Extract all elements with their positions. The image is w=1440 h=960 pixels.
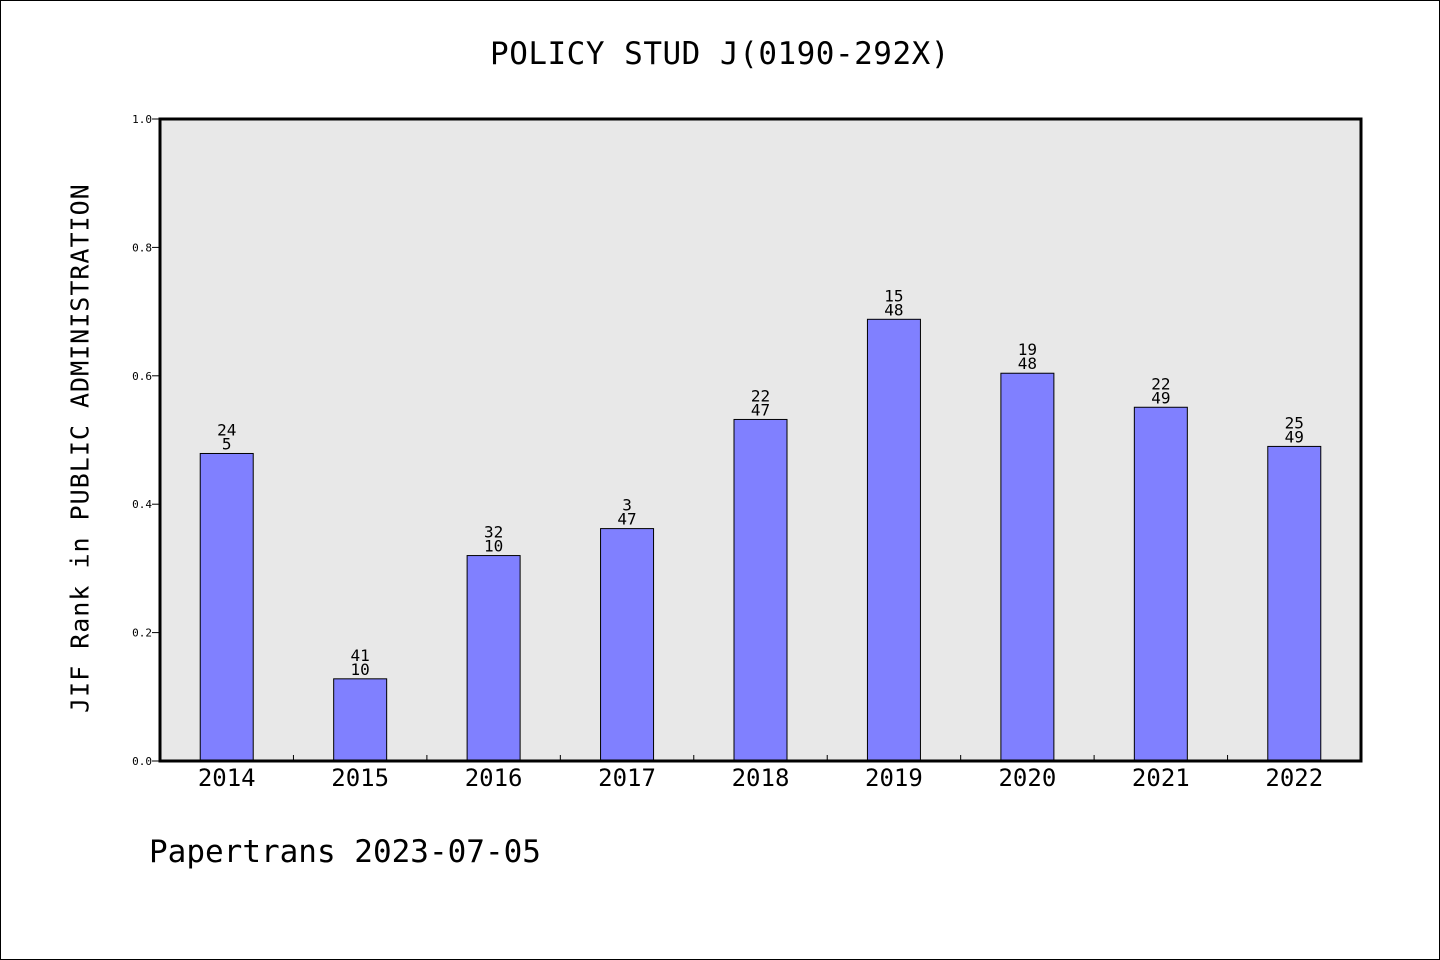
- y-tick-label: 0.8: [132, 241, 152, 254]
- bar-total-label: 49: [1151, 388, 1170, 407]
- x-tick-label: 2022: [1265, 764, 1323, 792]
- x-tick-label: 2015: [331, 764, 389, 792]
- x-tick-label: 2016: [465, 764, 523, 792]
- bar-rank-label: 32: [484, 523, 503, 542]
- bar-rank-label: 24: [217, 420, 236, 439]
- bar: [733, 418, 788, 762]
- bar: [1133, 406, 1188, 762]
- bar-total-label: 5: [222, 434, 232, 453]
- bar-rank-label: 15: [884, 286, 903, 305]
- bar: [199, 452, 254, 762]
- bar: [866, 318, 921, 762]
- bar-rank-label: 25: [1285, 413, 1304, 432]
- bar-total-label: 47: [751, 400, 770, 419]
- x-tick-label: 2017: [598, 764, 656, 792]
- bar-rank-label: 22: [1151, 374, 1170, 393]
- plot-border: [158, 117, 1363, 763]
- chart-title: POLICY STUD J(0190-292X): [490, 36, 950, 72]
- bar: [333, 678, 388, 762]
- bar: [1000, 372, 1055, 762]
- x-tick-label: 2021: [1132, 764, 1190, 792]
- bar-total-label: 47: [617, 510, 636, 529]
- bar-total-label: 49: [1285, 427, 1304, 446]
- bar-rank-label: 3: [622, 496, 632, 515]
- x-tick-label: 2019: [865, 764, 923, 792]
- bar-rank-label: 22: [751, 386, 770, 405]
- bar-total-label: 48: [1018, 354, 1037, 373]
- x-tick-label: 2014: [198, 764, 256, 792]
- y-tick-label: 0.0: [132, 755, 152, 768]
- bar: [1267, 445, 1322, 762]
- bar-total-label: 48: [884, 300, 903, 319]
- bar-rank-label: 19: [1018, 340, 1037, 359]
- bar-total-label: 10: [351, 660, 370, 679]
- bar: [600, 528, 655, 762]
- y-tick-label: 0.6: [132, 370, 152, 383]
- footer-note: Papertrans 2023-07-05: [149, 834, 541, 870]
- x-tick-label: 2018: [732, 764, 790, 792]
- y-tick-label: 1.0: [132, 113, 152, 126]
- bar-rank-label: 41: [351, 646, 370, 665]
- x-tick-label: 2020: [998, 764, 1056, 792]
- y-tick-label: 0.2: [132, 627, 152, 640]
- bar-total-label: 10: [484, 537, 503, 556]
- y-tick-label: 0.4: [132, 498, 152, 511]
- bar: [466, 555, 521, 762]
